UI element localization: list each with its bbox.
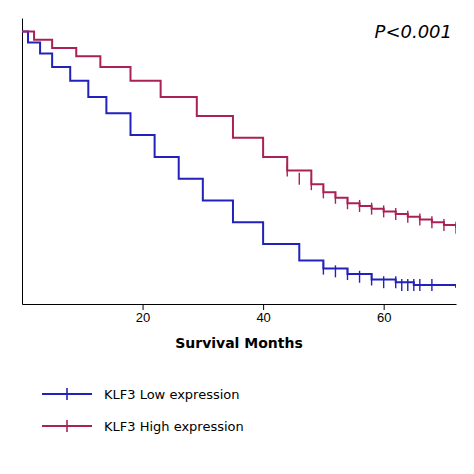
x-tick-label: 60 [377,310,391,325]
x-tick: 60 [377,304,391,325]
x-tick: 20 [136,304,150,325]
censor-mark [443,219,444,231]
censor-mark [323,186,324,198]
censor-mark [383,205,384,217]
x-tick-mark [384,304,385,310]
censor-mark [401,279,402,291]
censor-mark [335,192,336,204]
censor-mark [347,197,348,209]
legend-entry: KLF3 High expression [42,419,244,434]
censor-mark [395,276,396,288]
censor-mark [347,268,348,280]
y-axis [22,19,23,305]
survival-curve [22,32,456,228]
censor-mark [311,178,312,190]
legend-label: KLF3 Low expression [104,387,240,402]
x-tick-label: 20 [136,310,150,325]
legend-censor-swatch [66,388,68,400]
legend-censor-swatch [66,420,68,432]
censor-mark [383,276,384,288]
x-tick-label: 40 [256,310,270,325]
x-axis-line [23,304,457,305]
x-tick-mark [263,304,264,310]
y-axis-line [22,19,23,305]
censor-mark [407,279,408,291]
x-axis-title: Survival Months [175,335,303,351]
censor-mark [419,214,420,226]
plot-area: 20 40 60 P<0.001 Survival Months [22,19,457,352]
annotation: P<0.001 [375,21,452,42]
censor-mark [413,279,414,291]
legend: KLF3 Low expression KLF3 High expression [42,387,244,434]
censor-mark [287,165,288,177]
censor-mark [371,273,372,285]
x-tick: 40 [256,304,270,325]
censor-mark [419,279,420,291]
survival-curve [22,32,456,288]
censor-mark [431,216,432,228]
censor-mark [359,271,360,283]
marks [22,32,456,291]
censor-mark [323,263,324,275]
x-axis: 20 40 60 [23,304,457,325]
chart: 20 40 60 P<0.001 Survival Months KLF3 Low exp… [0,0,474,474]
legend-entry: KLF3 Low expression [42,387,240,402]
censor-mark [431,279,432,291]
censor-mark [395,208,396,220]
legend-label: KLF3 High expression [104,419,244,434]
censor-mark [407,211,408,223]
censor-mark [359,200,360,212]
censor-mark [299,173,300,185]
censor-mark [455,222,456,234]
x-tick-mark [143,304,144,310]
censor-mark [371,203,372,215]
censor-mark [335,265,336,277]
